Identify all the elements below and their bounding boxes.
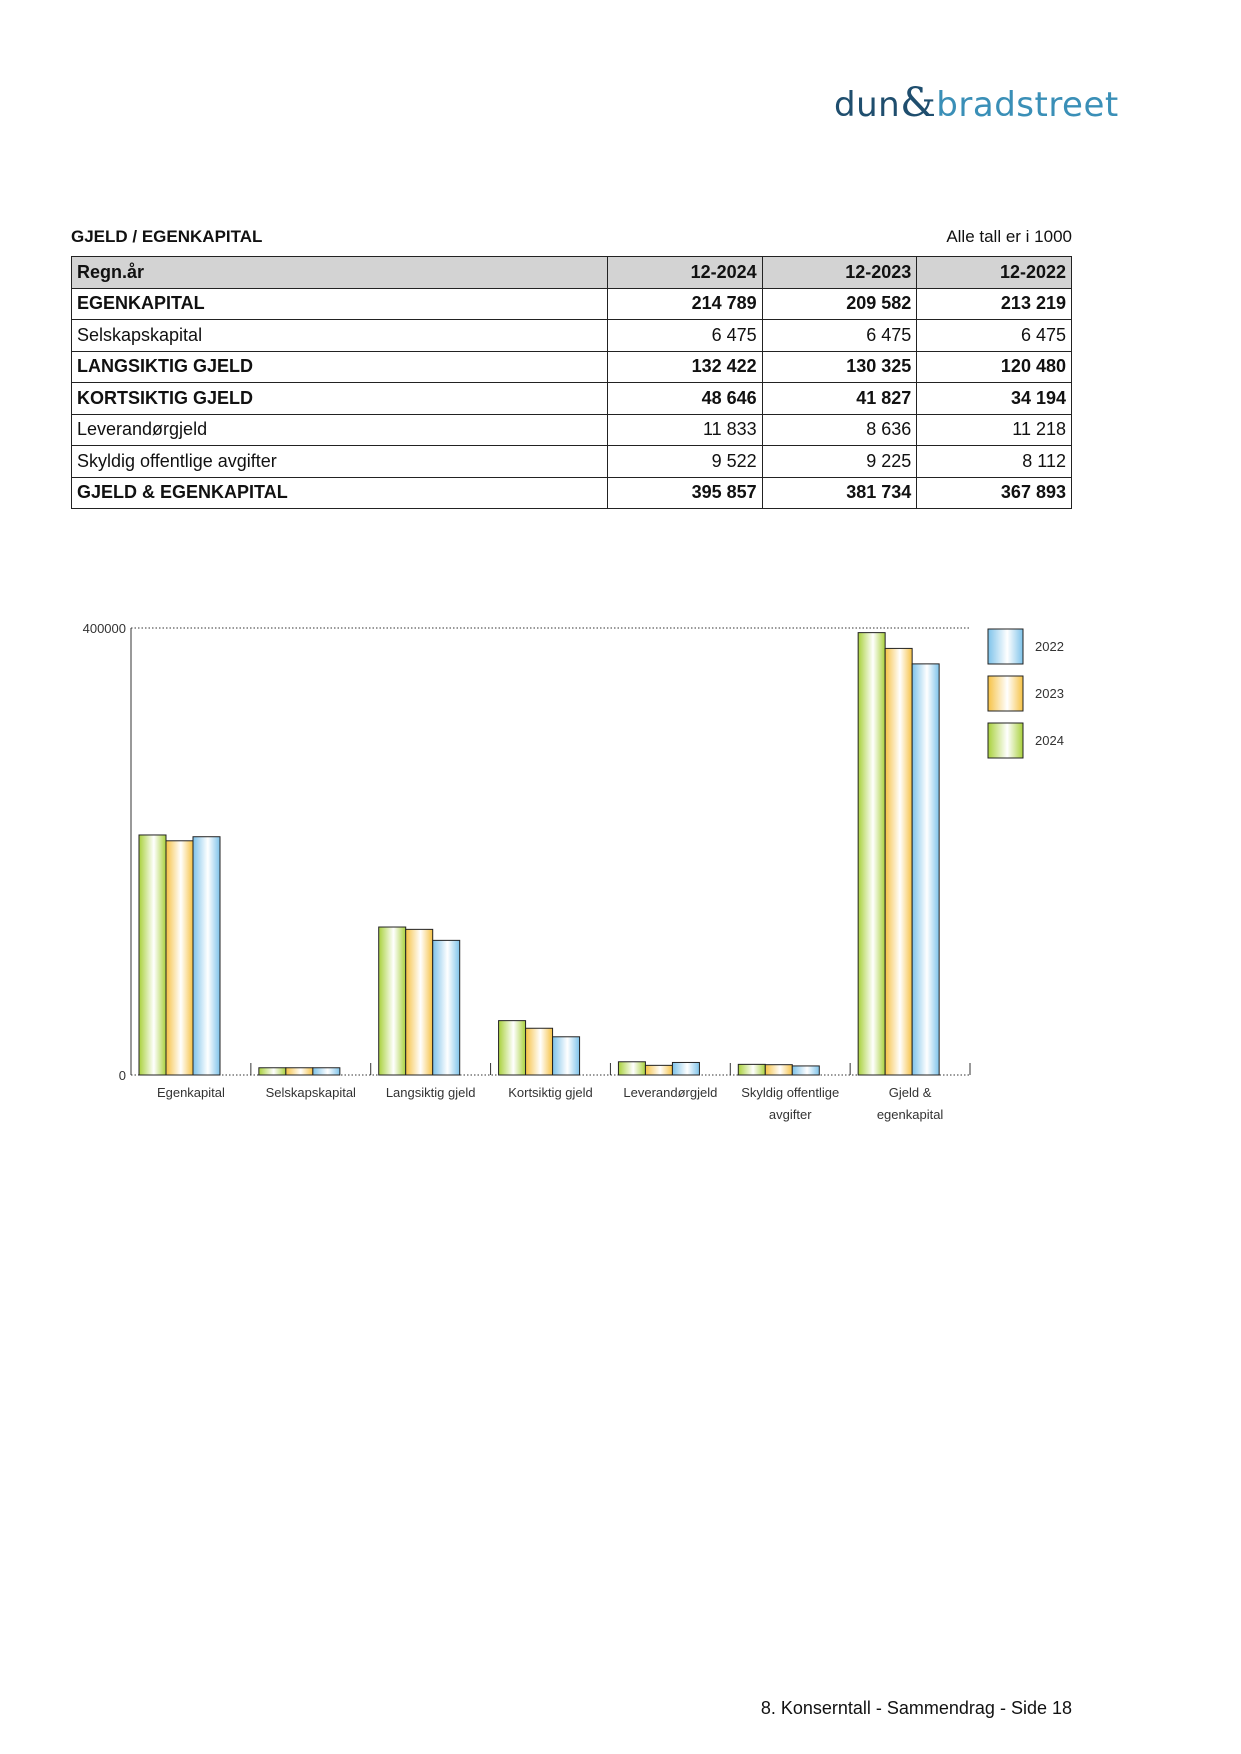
bar-2022-1 — [312, 1067, 341, 1076]
table-row: GJELD & EGENKAPITAL 395 857 381 734 367 893 — [71, 476, 1072, 509]
bar-2022-6 — [911, 663, 940, 1076]
legend-label: 2023 — [1035, 686, 1064, 701]
bar-2024-4 — [617, 1061, 646, 1076]
column-header: 12-2024 — [607, 256, 763, 289]
cell-value: 8 112 — [916, 445, 1072, 478]
bar-2023-5 — [764, 1064, 793, 1076]
column-header: 12-2022 — [916, 256, 1072, 289]
bar-2023-0 — [165, 840, 194, 1076]
table-row: Selskapskapital 6 475 6 475 6 475 — [71, 319, 1072, 352]
table-row: Leverandørgjeld 11 833 8 636 11 218 — [71, 413, 1072, 446]
cell-value: 214 789 — [607, 287, 763, 320]
x-tick-label: Gjeld & — [889, 1085, 932, 1100]
balance-table: Regn.år 12-2024 12-2023 12-2022 EGENKAPITAL 2… — [71, 256, 1072, 509]
cell-value: 6 475 — [607, 319, 763, 352]
units-note: Alle tall er i 1000 — [946, 227, 1072, 246]
x-tick-label: Langsiktig gjeld — [386, 1085, 476, 1100]
cell-value: 34 194 — [916, 382, 1072, 415]
row-label: Selskapskapital — [71, 319, 608, 352]
row-label: GJELD & EGENKAPITAL — [71, 476, 608, 509]
cell-value: 6 475 — [761, 319, 918, 352]
legend-swatch-2022 — [987, 628, 1024, 665]
logo-text-dun: dun — [834, 85, 901, 125]
bar-2024-3 — [498, 1020, 527, 1076]
bar-2023-3 — [525, 1027, 554, 1076]
table-header-row: Regn.år 12-2024 12-2023 12-2022 — [71, 256, 1072, 289]
x-tick-label: Egenkapital — [157, 1085, 225, 1100]
page-footer: 8. Konserntall - Sammendrag - Side 18 — [760, 1698, 1072, 1718]
bar-2023-6 — [884, 647, 913, 1076]
x-tick-label: egenkapital — [877, 1107, 944, 1122]
row-label: LANGSIKTIG GJELD — [71, 350, 608, 383]
cell-value: 6 475 — [916, 319, 1072, 352]
cell-value: 130 325 — [761, 350, 918, 383]
cell-value: 367 893 — [916, 476, 1072, 509]
row-label: EGENKAPITAL — [71, 287, 608, 320]
dnb-logo: dun&bradstreet — [834, 80, 1119, 126]
bar-2024-1 — [258, 1067, 287, 1076]
y-tick-label: 400000 — [83, 621, 126, 636]
logo-text-bradstreet: bradstreet — [936, 85, 1119, 125]
cell-value: 213 219 — [916, 287, 1072, 320]
x-tick-label: Skyldig offentlige — [741, 1085, 839, 1100]
x-tick-label: avgifter — [769, 1107, 812, 1122]
cell-value: 48 646 — [607, 382, 763, 415]
column-header: 12-2023 — [761, 256, 918, 289]
x-tick-label: Leverandørgjeld — [623, 1085, 717, 1100]
bar-2024-2 — [378, 926, 407, 1076]
cell-value: 9 225 — [761, 445, 918, 478]
bar-2022-0 — [192, 836, 221, 1076]
bar-2022-5 — [791, 1065, 820, 1076]
legend-label: 2024 — [1035, 733, 1064, 748]
legend-swatch-2024 — [987, 722, 1024, 759]
x-tick-label: Selskapskapital — [266, 1085, 356, 1100]
legend-label: 2022 — [1035, 639, 1064, 654]
cell-value: 11 833 — [607, 413, 763, 446]
logo-ampersand: & — [900, 80, 937, 126]
x-tick-label: Kortsiktig gjeld — [508, 1085, 593, 1100]
bar-2023-1 — [285, 1067, 314, 1076]
bar-2022-4 — [671, 1061, 700, 1076]
table-row: KORTSIKTIG GJELD 48 646 41 827 34 194 — [71, 382, 1072, 415]
bar-2022-2 — [432, 939, 461, 1076]
bar-2024-0 — [138, 834, 167, 1076]
cell-value: 41 827 — [761, 382, 918, 415]
bar-2024-6 — [857, 632, 886, 1076]
section-title: GJELD / EGENKAPITAL — [71, 227, 263, 246]
legend-swatch-2023 — [987, 675, 1024, 712]
bar-2022-3 — [552, 1036, 581, 1076]
cell-value: 8 636 — [761, 413, 918, 446]
column-header: Regn.år — [71, 256, 608, 289]
y-tick-label: 0 — [119, 1068, 126, 1083]
bar-2023-4 — [644, 1064, 673, 1076]
bar-2024-5 — [737, 1063, 766, 1076]
table-row: EGENKAPITAL 214 789 209 582 213 219 — [71, 287, 1072, 320]
bar-2023-2 — [405, 928, 434, 1076]
cell-value: 395 857 — [607, 476, 763, 509]
